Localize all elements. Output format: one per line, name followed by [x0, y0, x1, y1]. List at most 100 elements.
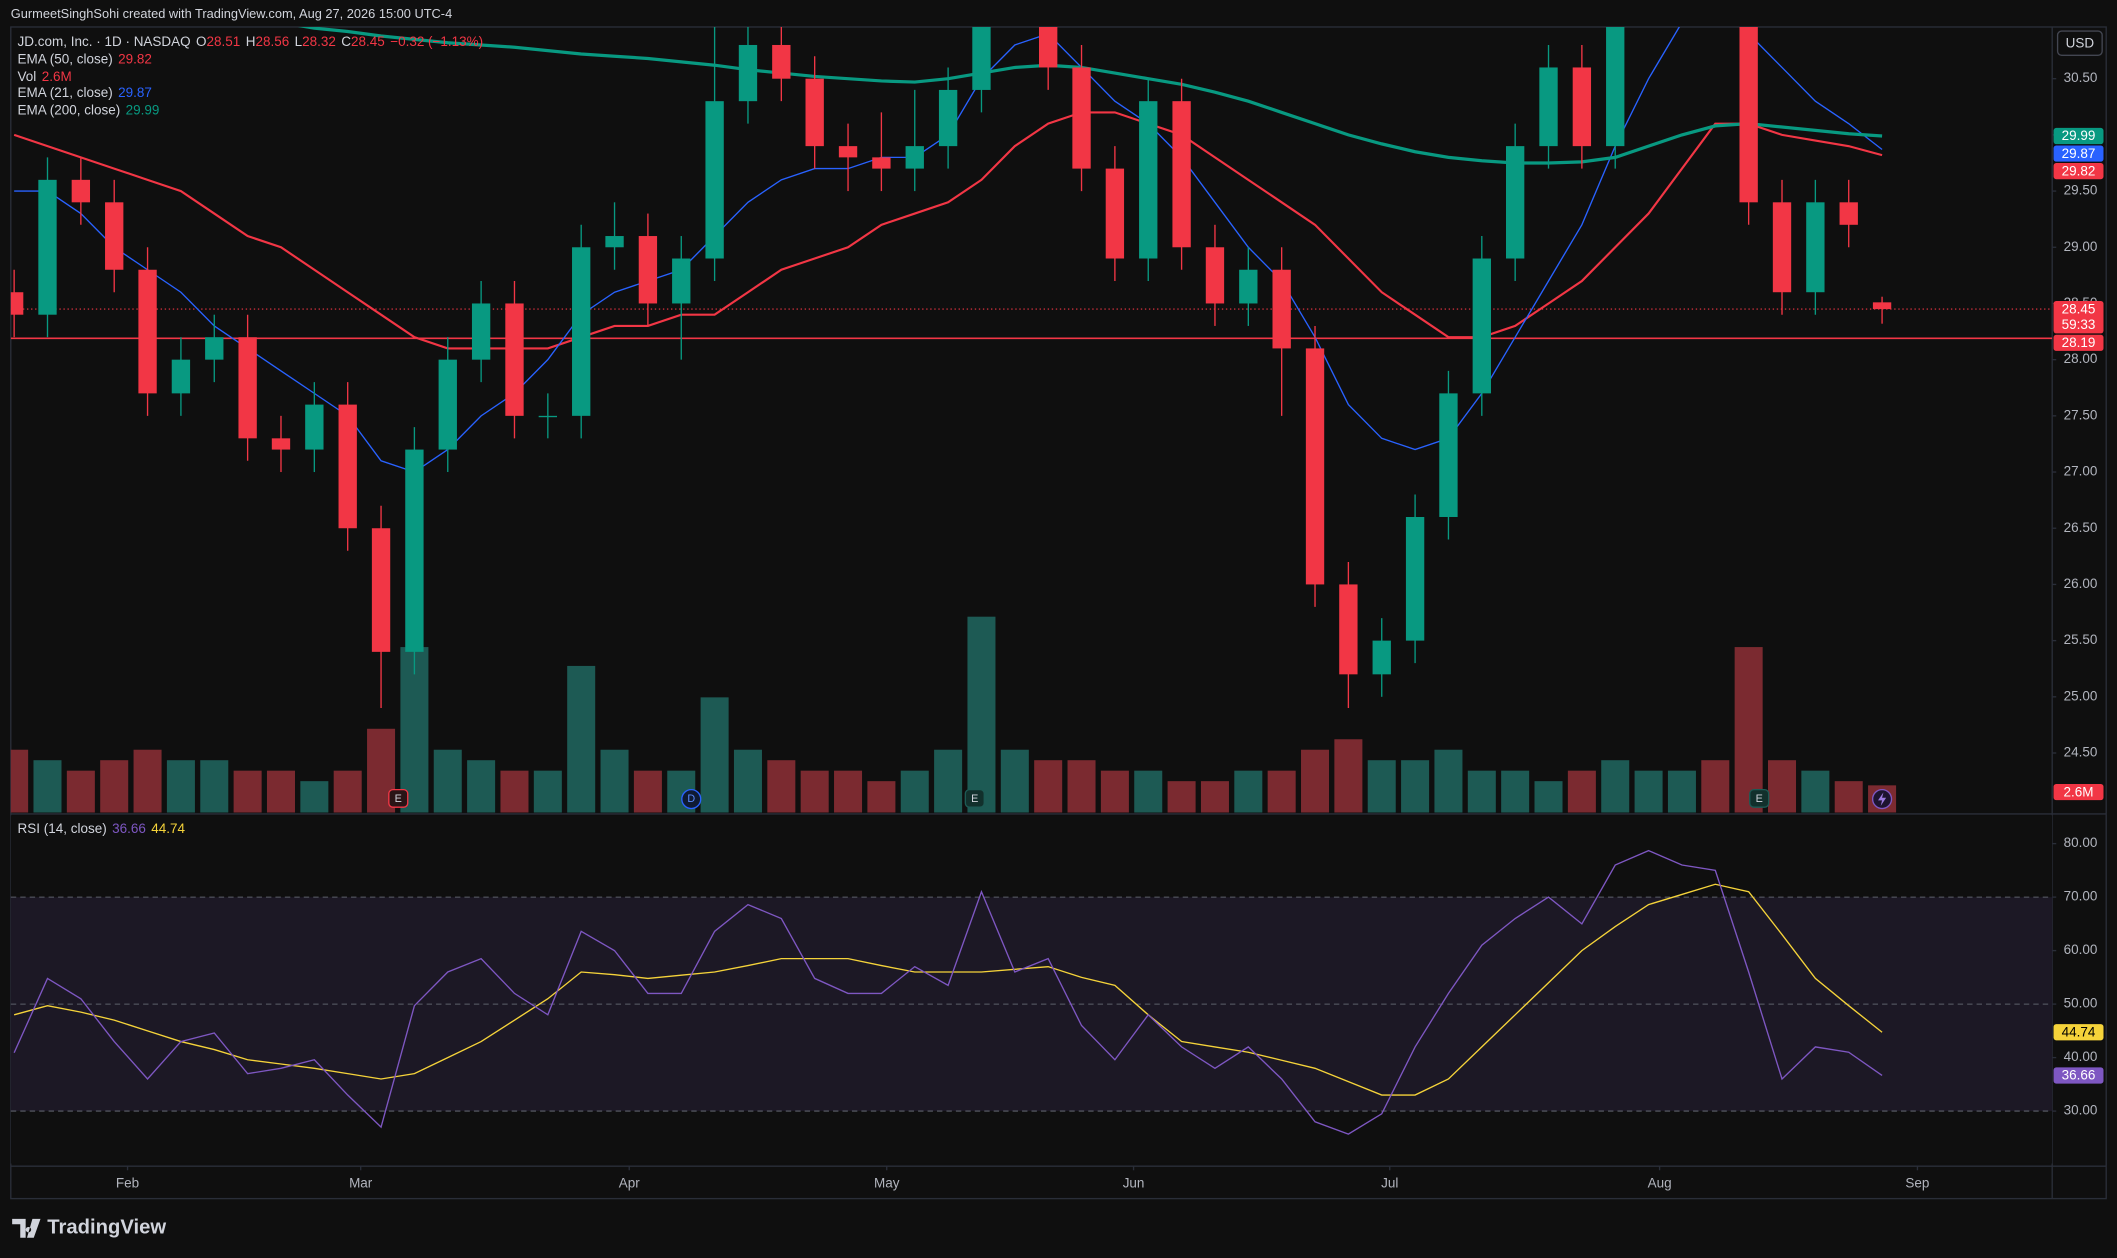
- volume-bar: [433, 749, 462, 813]
- currency[interactable]: USD: [2066, 35, 2095, 50]
- price-badge-label: 28.19: [2062, 335, 2096, 350]
- candle-body: [1772, 202, 1792, 293]
- legend-name: EMA (21, close): [18, 85, 113, 100]
- rsi-badge: [2053, 1024, 2104, 1041]
- volume-bar: [467, 760, 496, 813]
- candle-body: [438, 359, 457, 450]
- y-tick-label: 29.50: [2064, 183, 2098, 198]
- candle-body: [471, 303, 491, 360]
- volume-bar: [633, 770, 662, 813]
- legend-value: 29.99: [126, 102, 160, 117]
- candle-body: [672, 258, 691, 304]
- event-label[interactable]: D: [687, 793, 695, 805]
- candle-body: [1439, 393, 1458, 517]
- volume-bar: [1734, 647, 1763, 813]
- candle-body: [1305, 348, 1325, 585]
- candle-body: [171, 359, 191, 394]
- event-label[interactable]: E: [1756, 793, 1763, 805]
- y-tick-label: 27.50: [2064, 407, 2098, 422]
- volume-bar: [100, 760, 129, 813]
- volume-bar: [1834, 781, 1863, 813]
- lightning-icon: [1878, 792, 1887, 806]
- volume-badge-label: 2.6M: [2064, 784, 2094, 799]
- legend-name: EMA (50, close): [18, 51, 113, 66]
- candle-body: [38, 179, 57, 315]
- volume-bar: [567, 665, 596, 813]
- candle-body: [505, 303, 524, 416]
- volume-group: [10, 616, 1897, 813]
- candle-body: [10, 292, 24, 315]
- axes-group: 24.50 25.00 25.50 26.00 26.50 27.00 27.50 28.00…: [116, 70, 2104, 1190]
- event-label[interactable]: E: [971, 793, 978, 805]
- candle-body: [538, 415, 558, 418]
- candle-body: [1839, 202, 1858, 225]
- volume-bar: [1000, 749, 1029, 813]
- volume-bar: [1234, 770, 1263, 813]
- volume-bar: [533, 770, 562, 813]
- event-label[interactable]: E: [395, 793, 402, 805]
- event-marker[interactable]: [681, 788, 702, 810]
- ohlc-label: O: [196, 33, 207, 48]
- event-marker[interactable]: [964, 788, 985, 808]
- candle-body: [205, 337, 224, 360]
- rsi-tick-label: 30.00: [2064, 1103, 2098, 1118]
- x-tick-label: Apr: [619, 1175, 640, 1190]
- volume-bar: [266, 770, 295, 813]
- candle-body: [1472, 258, 1491, 394]
- volume-bar: [500, 770, 529, 813]
- volume-bar: [1301, 749, 1330, 813]
- rsi-pane: [10, 815, 2053, 1164]
- volume-bar: [733, 749, 762, 813]
- y-tick-label: 28.00: [2064, 351, 2098, 366]
- price-badge-label: 29.87: [2062, 146, 2096, 161]
- y-tick-label: 24.50: [2064, 745, 2098, 760]
- legend-value: 36.66: [112, 820, 146, 835]
- event-marker[interactable]: [1749, 788, 1770, 808]
- candle-body: [1372, 640, 1391, 675]
- candle-body: [572, 247, 591, 416]
- x-tick-label: May: [874, 1175, 900, 1190]
- volume-bar: [1367, 760, 1396, 813]
- candle-body: [1205, 247, 1225, 304]
- volume-bar: [834, 770, 863, 813]
- ohlc-value: 28.56: [255, 33, 289, 48]
- candle-body: [838, 146, 858, 158]
- event-marker[interactable]: [388, 788, 409, 808]
- candle-body: [405, 449, 424, 652]
- candle-body: [71, 179, 91, 203]
- price-badge: [2053, 334, 2104, 351]
- candle-body: [1539, 67, 1558, 147]
- frame: [10, 26, 2107, 1200]
- volume-bar: [1401, 760, 1430, 813]
- volume-bar: [1334, 739, 1363, 813]
- credit: GurmeetSinghSohi created with TradingVie…: [11, 6, 452, 21]
- y-tick-label: 27.00: [2064, 464, 2098, 479]
- volume-bar: [333, 770, 362, 813]
- candle-body: [1039, 26, 1058, 68]
- candle-body: [305, 404, 324, 450]
- symbol: JD.com, Inc. · 1D · NASDAQ: [18, 33, 191, 48]
- x-tick-label: Sep: [1905, 1175, 1929, 1190]
- candle-body: [738, 44, 758, 102]
- candle-body: [938, 89, 958, 147]
- rsi-line: [13, 849, 1883, 1135]
- brand-logo: [12, 1218, 41, 1238]
- volume-bar: [1601, 760, 1630, 813]
- volume-bar: [33, 760, 62, 813]
- candle-body: [1739, 26, 1758, 203]
- candle-body: [271, 438, 291, 450]
- x-tick-label: Jul: [1381, 1175, 1398, 1190]
- candle-body: [1405, 516, 1425, 641]
- rsi-badge-label: 36.66: [2062, 1068, 2096, 1083]
- volume-bar: [1467, 770, 1496, 813]
- candle-body: [105, 202, 124, 270]
- currency-button[interactable]: [2056, 30, 2103, 57]
- price-badge: [2053, 163, 2104, 180]
- volume-bar: [867, 781, 896, 813]
- legend-ema21: EMA (21, close) 29.87: [18, 85, 152, 100]
- volume-bar: [900, 770, 929, 813]
- price-badge: [2053, 127, 2104, 145]
- candle-body: [1572, 67, 1592, 147]
- price-badge: [2053, 300, 2104, 334]
- candle-body: [705, 101, 724, 259]
